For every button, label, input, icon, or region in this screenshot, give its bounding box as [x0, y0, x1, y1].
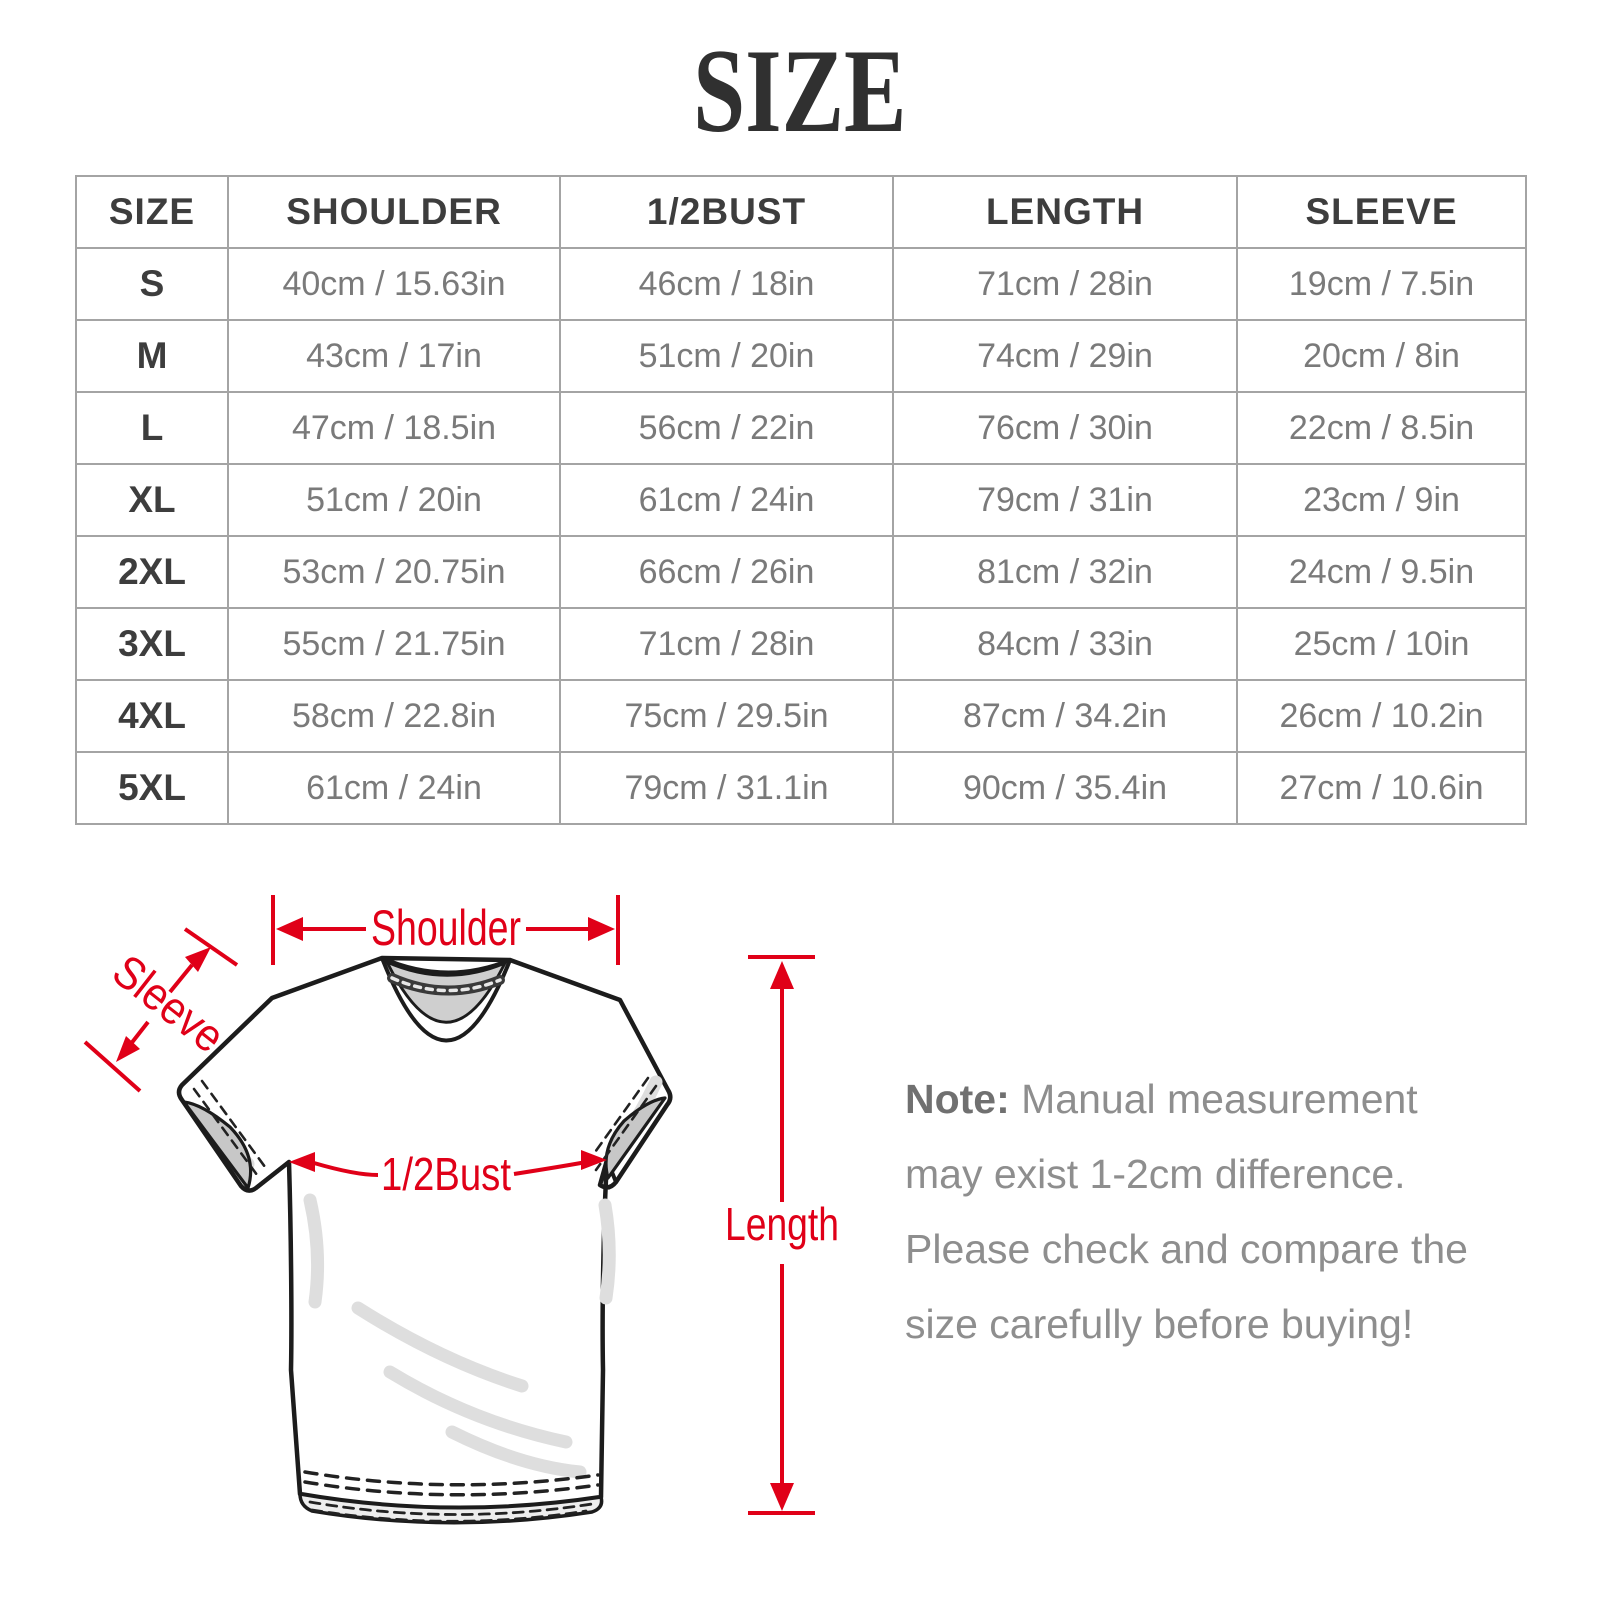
shoulder-cell: 43cm / 17in — [227, 319, 561, 393]
size-cell: S — [75, 247, 229, 321]
length-arrowhead-up — [770, 961, 794, 989]
sleeve-cell: 22cm / 8.5in — [1236, 391, 1527, 465]
shoulder-cell: 58cm / 22.8in — [227, 679, 561, 753]
sleeve-cell: 26cm / 10.2in — [1236, 679, 1527, 753]
size-cell: 4XL — [75, 679, 229, 753]
table-row: 3XL 55cm / 21.75in 71cm / 28in 84cm / 33… — [75, 607, 1527, 681]
length-cell: 90cm / 35.4in — [892, 751, 1238, 825]
half-bust-label: 1/2Bust — [381, 1148, 511, 1200]
left-armpit-seam — [254, 1160, 291, 1190]
length-cell: 87cm / 34.2in — [892, 679, 1238, 753]
page-title-text: SIZE — [693, 24, 907, 157]
half-bust-cell: 61cm / 24in — [559, 463, 894, 537]
shoulder-cell: 47cm / 18.5in — [227, 391, 561, 465]
table-row: 2XL 53cm / 20.75in 66cm / 26in 81cm / 32… — [75, 535, 1527, 609]
shoulder-cell: 55cm / 21.75in — [227, 607, 561, 681]
table-row: XL 51cm / 20in 61cm / 24in 79cm / 31in 2… — [75, 463, 1527, 537]
size-table: SIZE SHOULDER 1/2BUST LENGTH SLEEVE S 40… — [75, 175, 1527, 825]
length-cell: 74cm / 29in — [892, 319, 1238, 393]
sleeve-cell: 20cm / 8in — [1236, 319, 1527, 393]
shoulder-annotation: Shoulder — [271, 895, 620, 965]
length-cell: 76cm / 30in — [892, 391, 1238, 465]
size-cell: 5XL — [75, 751, 229, 825]
length-annotation: Length — [725, 955, 839, 1515]
length-arrowhead-down — [770, 1483, 794, 1511]
sleeve-cell: 23cm / 9in — [1236, 463, 1527, 537]
size-cell: 2XL — [75, 535, 229, 609]
length-cell: 81cm / 32in — [892, 535, 1238, 609]
sleeve-cell: 27cm / 10.6in — [1236, 751, 1527, 825]
hem-stitching — [303, 1470, 600, 1497]
header-size: SIZE — [75, 175, 229, 249]
half-bust-arrowhead-right — [581, 1150, 607, 1170]
table-row: 5XL 61cm / 24in 79cm / 31.1in 90cm / 35.… — [75, 751, 1527, 825]
shoulder-label: Shoulder — [371, 900, 521, 956]
hem-band-stitching — [308, 1500, 594, 1523]
shoulder-cell: 40cm / 15.63in — [227, 247, 561, 321]
page-title: SIZE — [0, 31, 1600, 151]
note-text: Manual measurement may exist 1-2cm diffe… — [905, 1076, 1468, 1347]
size-cell: M — [75, 319, 229, 393]
sleeve-cell: 24cm / 9.5in — [1236, 535, 1527, 609]
right-cuff-stitching — [586, 1076, 658, 1172]
shoulder-arrowhead-right — [588, 917, 615, 941]
size-cell: L — [75, 391, 229, 465]
size-cell: 3XL — [75, 607, 229, 681]
half-bust-annotation: 1/2Bust — [289, 1148, 607, 1200]
table-header-row: SIZE SHOULDER 1/2BUST LENGTH SLEEVE — [75, 175, 1527, 249]
sleeve-cell: 19cm / 7.5in — [1236, 247, 1527, 321]
tshirt-measurement-diagram: Shoulder Sleeve 1/2Bust — [83, 895, 839, 1525]
length-label: Length — [725, 1198, 839, 1250]
left-cuff-opening — [182, 1100, 253, 1190]
shoulder-cell: 51cm / 20in — [227, 463, 561, 537]
collar-stitch-dashes — [390, 976, 502, 993]
half-bust-cell: 46cm / 18in — [559, 247, 894, 321]
sleeve-arrowhead-bottom — [116, 1036, 140, 1062]
length-cell: 84cm / 33in — [892, 607, 1238, 681]
note-label: Note: — [905, 1076, 1010, 1122]
half-bust-cell: 66cm / 26in — [559, 535, 894, 609]
tshirt-body — [176, 955, 673, 1511]
half-bust-cell: 56cm / 22in — [559, 391, 894, 465]
note: Note: Manual measurement may exist 1-2cm… — [905, 1062, 1490, 1362]
tshirt-illustration — [176, 955, 673, 1525]
table-row: M 43cm / 17in 51cm / 20in 74cm / 29in 20… — [75, 319, 1527, 393]
half-bust-cell: 79cm / 31.1in — [559, 751, 894, 825]
left-cuff-stitching — [192, 1079, 270, 1181]
size-cell: XL — [75, 463, 229, 537]
sleeve-arrowhead-top — [185, 947, 211, 972]
length-cell: 79cm / 31in — [892, 463, 1238, 537]
header-length: LENGTH — [892, 175, 1238, 249]
header-half-bust: 1/2BUST — [559, 175, 894, 249]
half-bust-cell: 51cm / 20in — [559, 319, 894, 393]
half-bust-cell: 71cm / 28in — [559, 607, 894, 681]
shoulder-cell: 61cm / 24in — [227, 751, 561, 825]
sleeve-cell: 25cm / 10in — [1236, 607, 1527, 681]
right-cuff-opening — [604, 1096, 667, 1180]
shoulder-cell: 53cm / 20.75in — [227, 535, 561, 609]
table-row: 4XL 58cm / 22.8in 75cm / 29.5in 87cm / 3… — [75, 679, 1527, 753]
header-shoulder: SHOULDER — [227, 175, 561, 249]
half-bust-cell: 75cm / 29.5in — [559, 679, 894, 753]
header-sleeve: SLEEVE — [1236, 175, 1527, 249]
sleeve-tick-bottom — [83, 1040, 142, 1093]
table-row: L 47cm / 18.5in 56cm / 22in 76cm / 30in … — [75, 391, 1527, 465]
length-cell: 71cm / 28in — [892, 247, 1238, 321]
table-row: S 40cm / 15.63in 46cm / 18in 71cm / 28in… — [75, 247, 1527, 321]
half-bust-arrowhead-left — [289, 1152, 315, 1172]
shoulder-arrowhead-left — [276, 917, 303, 941]
